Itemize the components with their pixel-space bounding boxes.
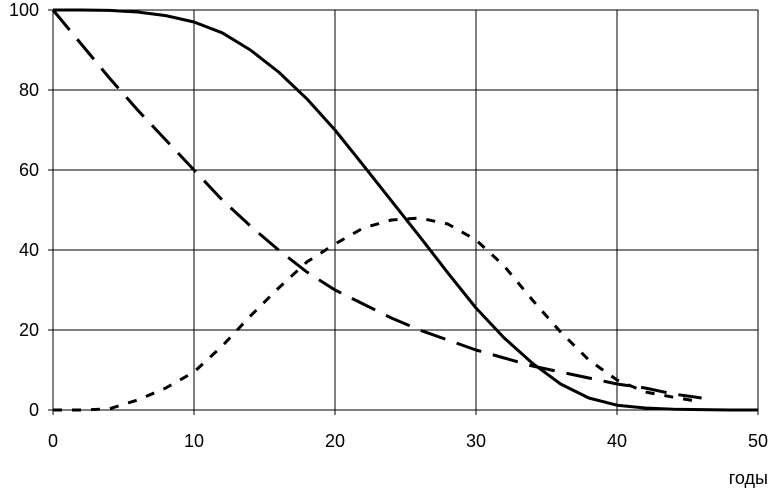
- grid: [52, 9, 759, 411]
- y-axis-ticks: 0 20 40 60 80 100: [9, 0, 53, 420]
- y-tick-label: 80: [19, 80, 39, 100]
- y-tick-label: 60: [19, 160, 39, 180]
- series-line-short-dash: [53, 216, 702, 412]
- series-line-long-dash: [51, 9, 702, 400]
- series-lines: [51, 8, 758, 412]
- x-axis-label: годы: [729, 468, 768, 488]
- y-tick-label: 40: [19, 240, 39, 260]
- x-tick-label: 20: [325, 431, 345, 451]
- x-axis-ticks: 0 10 20 30 40 50: [48, 410, 768, 451]
- x-tick-label: 30: [466, 431, 486, 451]
- x-tick-label: 40: [607, 431, 627, 451]
- y-tick-label: 100: [9, 0, 39, 20]
- y-tick-label: 20: [19, 320, 39, 340]
- x-tick-label: 50: [748, 431, 768, 451]
- x-tick-label: 10: [184, 431, 204, 451]
- y-tick-label: 0: [29, 400, 39, 420]
- series-line-solid: [53, 8, 758, 412]
- x-tick-label: 0: [48, 431, 58, 451]
